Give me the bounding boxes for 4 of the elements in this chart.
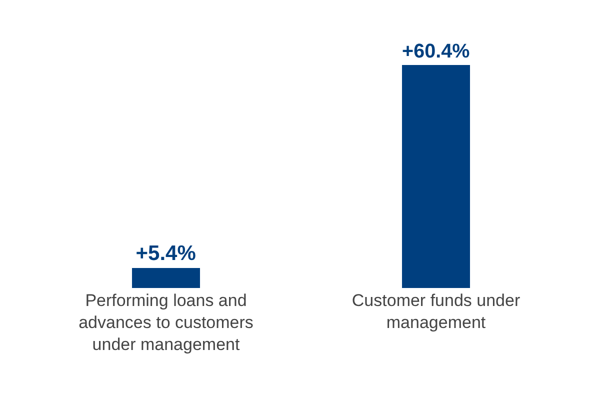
x-tick-label: Customer funds under management xyxy=(352,291,520,332)
data-label: +5.4% xyxy=(136,242,196,265)
x-tick-label: Performing loans and advances to customers under management xyxy=(78,291,254,354)
data-label: +60.4% xyxy=(402,40,470,62)
